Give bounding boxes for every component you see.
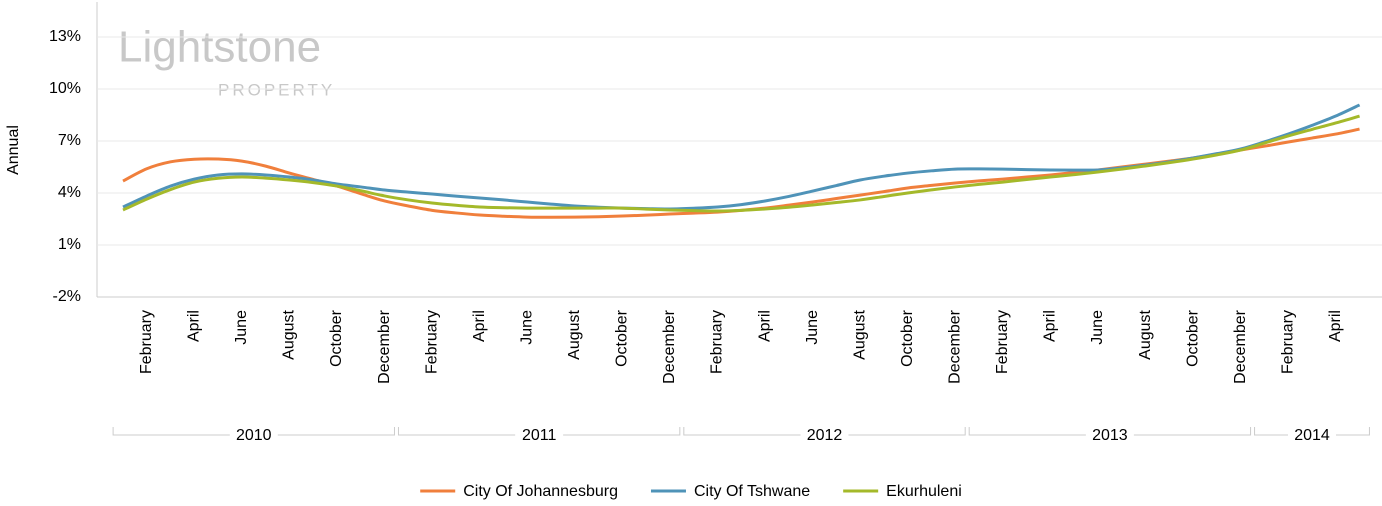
watermark-sub: PROPERTY [218,80,335,99]
y-tick-label: 10% [49,80,81,97]
legend-label: City Of Johannesburg [463,483,618,500]
x-tick-label: October [1184,309,1201,367]
legend-label: City Of Tshwane [694,483,810,500]
x-tick-label: August [281,309,298,359]
x-tick-label: February [709,310,726,374]
x-tick-label: December [661,309,678,383]
year-label: 2012 [807,427,843,444]
year-label: 2014 [1294,427,1330,444]
year-label: 2011 [522,427,557,444]
x-tick-label: April [756,310,773,342]
x-tick-label: February [1279,310,1296,374]
x-tick-label: October [614,309,631,367]
x-tick-label: June [804,310,821,345]
x-tick-label: April [1042,310,1059,342]
x-tick-label: April [186,310,203,342]
x-tick-label: August [1137,309,1154,359]
year-label-bg [1288,425,1336,445]
y-tick-label: 13% [49,28,81,45]
y-axis-label: Annual [5,125,22,175]
year-label: 2013 [1092,427,1128,444]
x-tick-label: April [471,310,488,342]
x-tick-label: December [376,309,393,383]
x-tick-label: October [899,309,916,367]
x-tick-label: February [138,310,155,374]
year-label-bg [515,425,564,445]
x-tick-label: June [518,310,535,345]
year-label-bg [800,425,849,445]
legend-label: Ekurhuleni [886,483,962,500]
x-tick-label: February [423,310,440,374]
y-tick-label: -2% [53,288,81,305]
x-tick-label: February [994,310,1011,374]
y-tick-label: 1% [58,236,81,253]
x-tick-label: August [851,309,868,359]
year-label-bg [1085,425,1134,445]
year-label: 2010 [236,427,272,444]
x-tick-label: June [233,310,250,345]
watermark-brand: Lightstone [118,23,321,72]
x-tick-label: April [1327,310,1344,342]
x-tick-label: December [947,309,964,383]
year-label-bg [229,425,278,445]
y-tick-label: 7% [58,132,81,149]
x-tick-label: December [1232,309,1249,383]
y-tick-label: 4% [58,184,81,201]
x-tick-label: August [566,309,583,359]
x-tick-label: October [328,309,345,367]
series-line [122,114,1360,213]
x-tick-label: June [1089,310,1106,345]
